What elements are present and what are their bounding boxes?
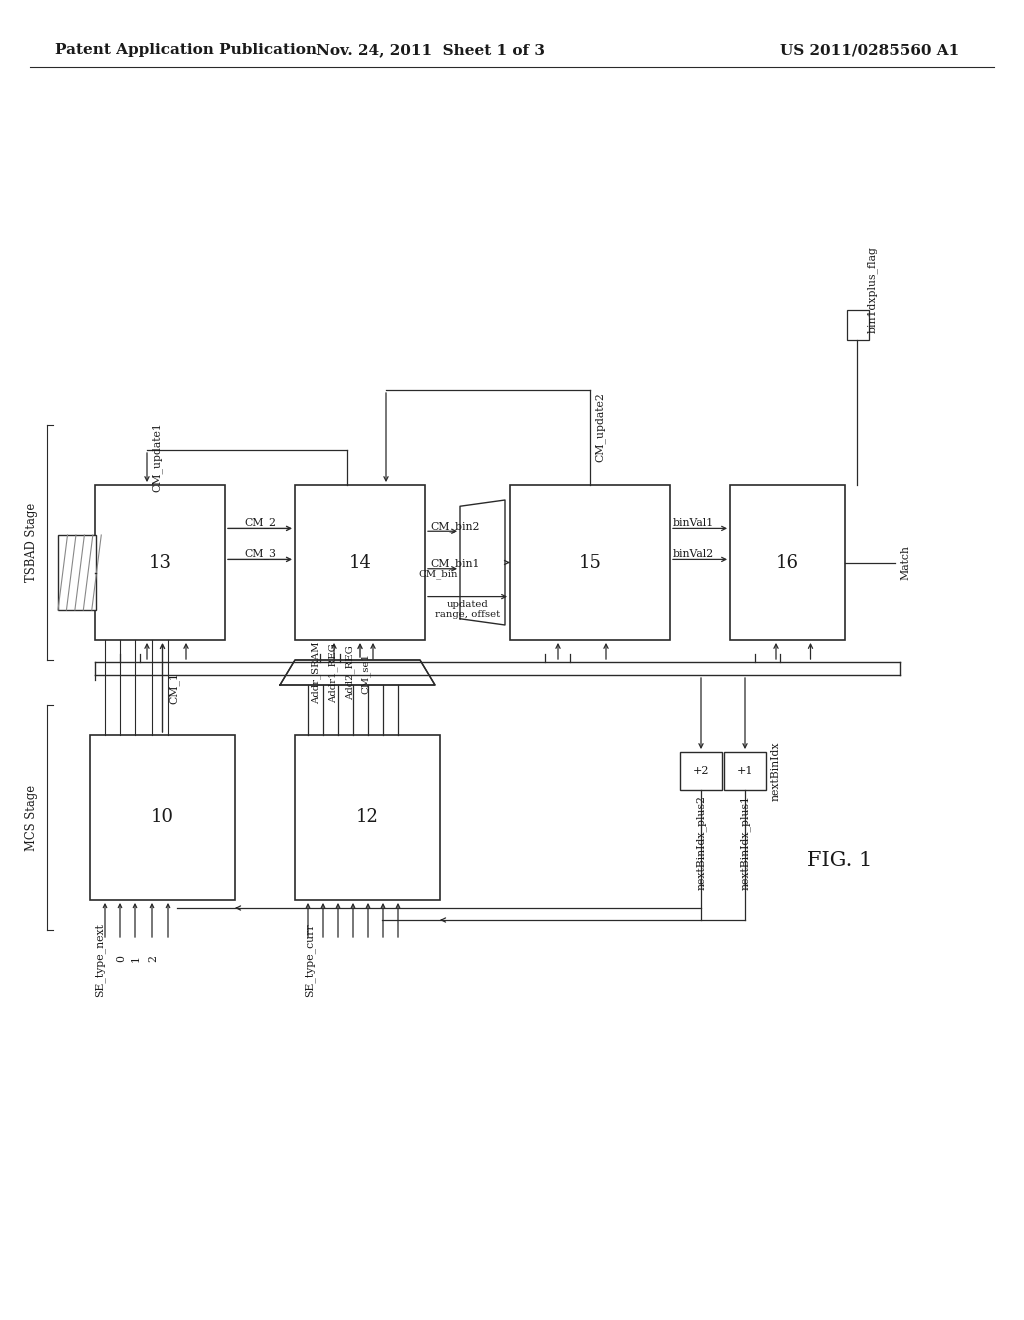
Bar	[95, 484, 225, 640]
Text: CM_bin2: CM_bin2	[430, 521, 479, 532]
Text: CM_3: CM_3	[244, 548, 276, 558]
Text: 15: 15	[579, 553, 601, 572]
Text: bin1dxplus_flag: bin1dxplus_flag	[867, 247, 878, 334]
Bar	[295, 484, 425, 640]
Text: nextBinIdx: nextBinIdx	[771, 742, 781, 801]
Text: CM_se1: CM_se1	[361, 652, 371, 693]
Text: 16: 16	[776, 553, 799, 572]
Bar	[724, 752, 766, 789]
Bar	[680, 752, 722, 789]
Text: CM_update1: CM_update1	[152, 422, 163, 492]
Text: 2: 2	[148, 954, 158, 961]
Bar	[295, 735, 440, 900]
Text: 10: 10	[151, 808, 174, 826]
Bar	[90, 735, 234, 900]
Text: 1: 1	[131, 954, 141, 961]
Text: SE_type_curr: SE_type_curr	[305, 923, 315, 997]
Text: +1: +1	[736, 766, 754, 776]
Text: 12: 12	[356, 808, 379, 826]
Text: US 2011/0285560 A1: US 2011/0285560 A1	[780, 44, 959, 57]
Text: CM_1: CM_1	[169, 672, 179, 704]
Bar	[510, 484, 670, 640]
Text: Add2_REG: Add2_REG	[345, 645, 354, 701]
Text: 0: 0	[116, 954, 126, 961]
Text: +2: +2	[693, 766, 710, 776]
Text: binVal2: binVal2	[673, 549, 715, 560]
Text: SE_type_next: SE_type_next	[94, 923, 105, 997]
Polygon shape	[280, 660, 435, 685]
Text: binVal1: binVal1	[673, 519, 715, 528]
Text: nextBinIdx_plus2: nextBinIdx_plus2	[695, 795, 707, 890]
Text: FIG. 1: FIG. 1	[807, 850, 872, 870]
Text: 13: 13	[148, 553, 171, 572]
Text: MCS Stage: MCS Stage	[26, 784, 39, 850]
Text: Patent Application Publication: Patent Application Publication	[55, 44, 317, 57]
Text: CM_bin: CM_bin	[419, 569, 458, 578]
Text: nextBinIdx_plus1: nextBinIdx_plus1	[739, 795, 751, 890]
Text: updated: updated	[446, 599, 488, 609]
Text: CM_update2: CM_update2	[595, 392, 606, 462]
Text: CM_bin1: CM_bin1	[430, 558, 479, 569]
Text: TSBAD Stage: TSBAD Stage	[26, 503, 39, 582]
Bar	[58, 535, 96, 610]
Text: Addr_SRAM: Addr_SRAM	[311, 642, 321, 705]
Text: Nov. 24, 2011  Sheet 1 of 3: Nov. 24, 2011 Sheet 1 of 3	[315, 44, 545, 57]
Bar	[730, 484, 845, 640]
Text: CM_2: CM_2	[244, 517, 276, 528]
Text: 14: 14	[348, 553, 372, 572]
Text: range, offset: range, offset	[435, 610, 500, 619]
Bar	[847, 310, 869, 341]
Text: Match: Match	[900, 545, 910, 579]
Text: Addr1_REG: Addr1_REG	[328, 643, 338, 702]
